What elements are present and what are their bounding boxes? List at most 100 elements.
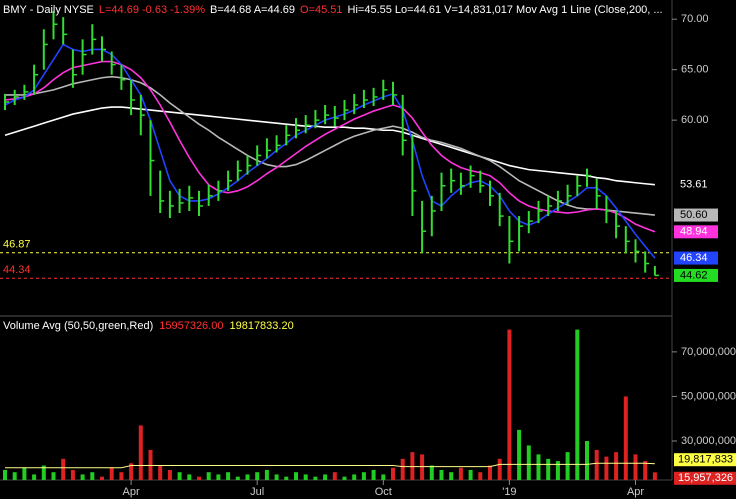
x-tick-label: Apr <box>627 486 644 498</box>
price-tag-label: 46.34 <box>680 252 708 264</box>
price-tag-label: 44.62 <box>680 269 708 281</box>
price-tag <box>674 178 718 192</box>
volume-bar <box>177 472 182 480</box>
volume-bar <box>594 449 599 480</box>
x-tick-label: Apr <box>123 486 140 498</box>
volume-bar <box>526 445 531 480</box>
volume-header-part: Volume Avg (50,50,green,Red) <box>3 320 153 332</box>
volume-bar <box>235 476 240 480</box>
volume-tag <box>674 471 736 485</box>
volume-bar <box>391 467 395 480</box>
moving-average <box>4 106 655 186</box>
volume-bar <box>138 425 143 480</box>
volume-bar <box>51 472 56 480</box>
volume-bar <box>614 452 619 480</box>
volume-bar <box>420 454 425 480</box>
volume-bar <box>546 458 551 480</box>
volume-bar <box>303 474 308 480</box>
volume-bar <box>497 458 502 480</box>
volume-bar <box>352 474 357 480</box>
volume-bar <box>652 472 657 480</box>
moving-average <box>5 75 655 216</box>
volume-tag-label: 15,957,326 <box>678 472 733 484</box>
y-tick-label: 60.00 <box>681 114 709 126</box>
volume-bar <box>90 472 95 480</box>
volume-bar <box>167 469 172 480</box>
price-tag <box>674 268 718 282</box>
volume-bar <box>148 449 153 480</box>
header: BMY - Daily NYSE L=44.69 -0.63 -1.39% B=44… <box>3 4 663 16</box>
volume-bar <box>458 467 463 480</box>
volume-bar <box>323 474 328 480</box>
volume-bar <box>565 452 570 480</box>
volume-bar <box>478 472 483 480</box>
volume-bar <box>32 474 37 480</box>
x-tick-label: Oct <box>375 486 392 498</box>
volume-bar <box>488 465 492 480</box>
volume-bar <box>3 469 7 480</box>
header-part: BMY - Daily NYSE <box>3 4 94 16</box>
volume-bar <box>197 476 201 480</box>
volume-bar <box>439 469 444 480</box>
volume-header-part: 19817833.20 <box>229 320 293 332</box>
x-tick-label: Jul <box>250 486 264 498</box>
volume-bar <box>61 458 66 480</box>
volume-bar <box>264 469 269 480</box>
volume-tag <box>674 453 736 467</box>
volume-bar <box>575 329 580 480</box>
header-part: B=44.68 A=44.69 <box>210 4 295 16</box>
volume-bar <box>216 474 221 480</box>
header-part: O=45.51 <box>300 4 343 16</box>
header-part: Hi=45.55 Lo=44.61 V=14,831,017 Mov Avg 1… <box>348 4 663 16</box>
volume-bar <box>22 467 27 480</box>
volume-bar <box>536 454 541 480</box>
volume-bar <box>245 474 250 480</box>
volume-tag-label: 19,817,833 <box>678 454 733 466</box>
volume-header: Volume Avg (50,50,green,Red) 15957326.00 1… <box>3 320 294 332</box>
volume-bar <box>100 476 104 480</box>
volume-bar <box>332 472 337 480</box>
volume-bar <box>294 472 298 480</box>
volume-bar <box>187 474 192 480</box>
volume-bar <box>400 458 405 480</box>
moving-average <box>4 43 656 259</box>
volume-tick-label: 50,000,000 <box>681 390 736 402</box>
volume-bar <box>361 472 366 480</box>
price-tag-label: 48.94 <box>680 226 708 238</box>
header-part: L=44.69 -0.63 -1.39% <box>99 4 205 16</box>
volume-bar <box>410 452 415 480</box>
price-tag <box>674 208 718 222</box>
y-tick-label: 70.00 <box>681 13 709 25</box>
price-tag-label: 53.61 <box>680 179 708 191</box>
x-tick-label: '19 <box>502 486 516 498</box>
volume-bar <box>158 465 163 480</box>
volume-bar <box>449 472 454 480</box>
volume-bar <box>313 476 318 480</box>
volume-bar <box>507 329 512 480</box>
volume-bar <box>555 461 560 480</box>
price-tag-label: 50.60 <box>680 209 708 221</box>
volume-bar <box>381 474 386 480</box>
volume-bar <box>12 472 17 480</box>
volume-bar <box>129 463 134 480</box>
volume-bar <box>585 441 589 480</box>
volume-bar <box>70 469 75 480</box>
moving-average <box>4 60 656 233</box>
volume-bar <box>109 467 114 480</box>
volume-bar <box>41 465 46 480</box>
volume-bar <box>342 476 347 480</box>
volume-bar <box>119 472 124 480</box>
volume-bar <box>604 456 609 480</box>
y-tick-label: 65.00 <box>681 64 709 76</box>
volume-bar <box>429 465 434 480</box>
level-label: 46.87 <box>3 239 31 251</box>
volume-bar <box>284 476 289 480</box>
volume-bar <box>643 461 648 480</box>
volume-bar <box>517 429 522 480</box>
volume-bar <box>80 474 85 480</box>
volume-bar <box>274 474 279 480</box>
volume-average <box>5 462 655 469</box>
level-label: 44.34 <box>3 264 31 276</box>
